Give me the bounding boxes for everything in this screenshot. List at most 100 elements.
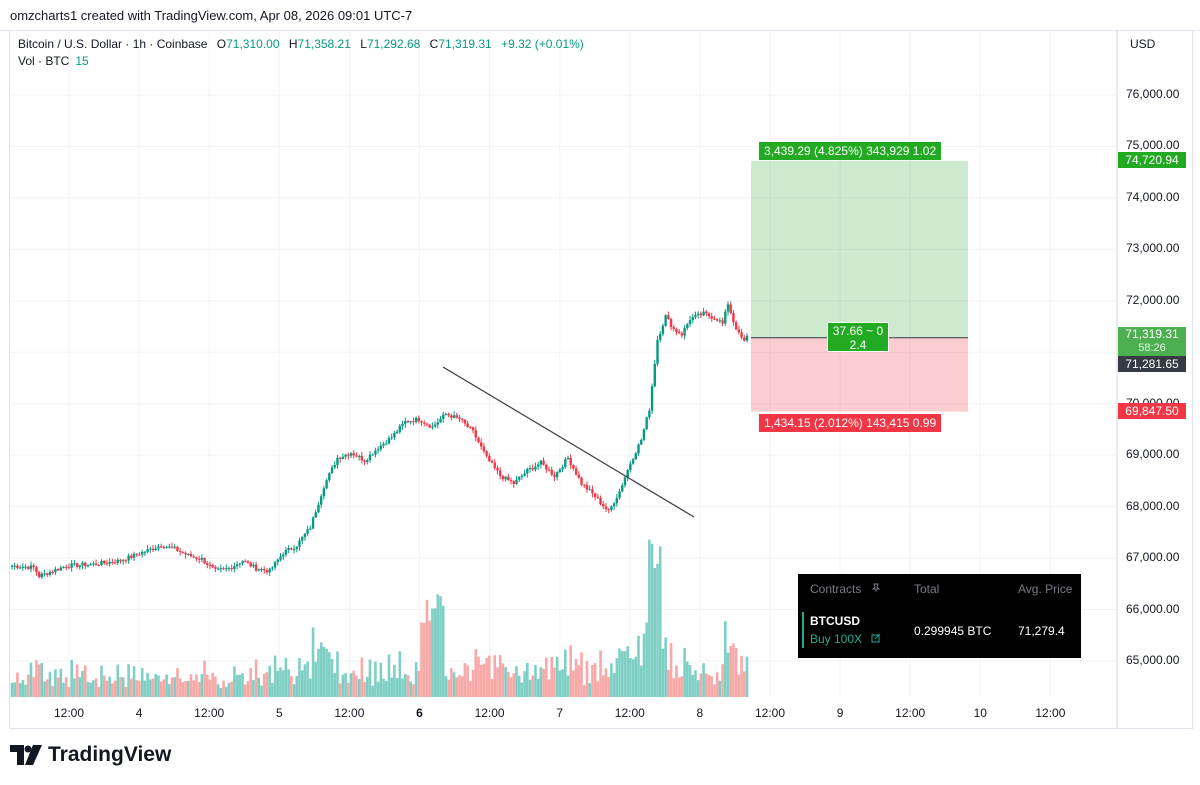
candle-body[interactable] — [726, 304, 730, 312]
candle-body[interactable] — [173, 546, 176, 548]
candle-body[interactable] — [48, 571, 52, 575]
candle-body[interactable] — [146, 549, 149, 552]
candle-body[interactable] — [374, 450, 377, 455]
candle-body[interactable] — [56, 569, 60, 571]
candle-body[interactable] — [322, 488, 326, 497]
candle-body[interactable] — [428, 424, 431, 428]
candle-body[interactable] — [67, 567, 71, 569]
edit-icon[interactable] — [871, 632, 881, 646]
candle-body[interactable] — [740, 332, 743, 338]
pin-icon[interactable] — [871, 582, 881, 596]
candle-body[interactable] — [469, 427, 472, 429]
candle-body[interactable] — [572, 465, 575, 469]
candle-body[interactable] — [615, 497, 619, 504]
candle-body[interactable] — [659, 333, 662, 340]
candle-body[interactable] — [536, 464, 540, 467]
position-symbol[interactable]: BTCUSD — [810, 614, 860, 628]
candle-body[interactable] — [32, 565, 35, 567]
candle-body[interactable] — [642, 429, 646, 440]
candle-body[interactable] — [477, 437, 480, 443]
candle-body[interactable] — [463, 419, 467, 424]
candle-body[interactable] — [282, 554, 285, 557]
candle-body[interactable] — [480, 442, 483, 447]
candle-body[interactable] — [466, 423, 469, 428]
candle-body[interactable] — [677, 331, 681, 334]
candle-body[interactable] — [729, 304, 732, 314]
candle-body[interactable] — [59, 567, 63, 571]
candle-body[interactable] — [219, 568, 223, 570]
candle-body[interactable] — [669, 318, 673, 328]
candle-body[interactable] — [94, 563, 98, 565]
candle-body[interactable] — [528, 468, 532, 470]
candle-body[interactable] — [507, 476, 510, 481]
candle-body[interactable] — [734, 322, 738, 330]
candle-body[interactable] — [420, 421, 423, 423]
candle-body[interactable] — [409, 421, 412, 423]
candle-body[interactable] — [230, 568, 233, 570]
candle-body[interactable] — [672, 327, 675, 329]
candle-body[interactable] — [745, 335, 749, 341]
candle-body[interactable] — [360, 455, 364, 461]
candle-body[interactable] — [330, 467, 334, 474]
candle-body[interactable] — [580, 477, 583, 485]
candle-body[interactable] — [357, 455, 361, 457]
candle-body[interactable] — [713, 318, 716, 320]
candle-body[interactable] — [501, 476, 505, 480]
candle-body[interactable] — [149, 548, 152, 550]
candle-body[interactable] — [588, 489, 591, 491]
candle-body[interactable] — [27, 566, 30, 569]
candle-body[interactable] — [154, 548, 157, 551]
candle-body[interactable] — [404, 421, 407, 424]
candle-body[interactable] — [13, 565, 16, 567]
candle-body[interactable] — [423, 422, 426, 424]
candle-body[interactable] — [602, 504, 605, 507]
candle-body[interactable] — [203, 557, 206, 564]
candle-body[interactable] — [485, 451, 488, 456]
candle-body[interactable] — [35, 566, 38, 573]
candle-body[interactable] — [498, 470, 502, 477]
candle-body[interactable] — [526, 468, 529, 474]
candle-body[interactable] — [352, 453, 355, 456]
candle-body[interactable] — [43, 573, 46, 575]
candle-body[interactable] — [688, 320, 692, 325]
candle-body[interactable] — [216, 568, 220, 570]
candle-body[interactable] — [233, 566, 236, 570]
candle-body[interactable] — [181, 551, 185, 553]
candle-body[interactable] — [390, 437, 393, 439]
candle-body[interactable] — [653, 363, 656, 387]
candle-body[interactable] — [268, 568, 271, 573]
candle-body[interactable] — [596, 496, 600, 498]
candle-body[interactable] — [452, 415, 456, 418]
candle-body[interactable] — [366, 460, 369, 462]
candle-body[interactable] — [287, 548, 290, 551]
candle-body[interactable] — [151, 548, 155, 551]
candle-body[interactable] — [206, 563, 209, 565]
candle-body[interactable] — [686, 324, 689, 329]
candle-body[interactable] — [116, 559, 119, 563]
candle-body[interactable] — [450, 415, 453, 418]
candle-body[interactable] — [111, 561, 114, 563]
candle-body[interactable] — [553, 474, 556, 478]
candle-body[interactable] — [379, 445, 383, 450]
candle-body[interactable] — [376, 449, 380, 451]
candle-body[interactable] — [531, 468, 534, 470]
candle-body[interactable] — [195, 557, 198, 559]
candle-body[interactable] — [699, 313, 703, 316]
candle-body[interactable] — [474, 430, 477, 438]
candle-body[interactable] — [561, 467, 564, 470]
candle-body[interactable] — [97, 564, 100, 566]
candle-body[interactable] — [650, 386, 654, 411]
candle-body[interactable] — [178, 550, 182, 552]
candle-body[interactable] — [599, 497, 602, 505]
candle-body[interactable] — [211, 564, 214, 567]
candle-body[interactable] — [395, 431, 399, 433]
candle-body[interactable] — [311, 517, 315, 529]
candle-body[interactable] — [75, 563, 79, 567]
candle-body[interactable] — [683, 328, 686, 336]
candle-body[interactable] — [721, 320, 724, 324]
entry-label[interactable]: 37.66 ~ 0 2.4 — [827, 322, 889, 352]
candle-body[interactable] — [235, 564, 239, 567]
candle-body[interactable] — [656, 339, 659, 364]
candle-body[interactable] — [16, 565, 19, 568]
candle-body[interactable] — [276, 559, 279, 563]
